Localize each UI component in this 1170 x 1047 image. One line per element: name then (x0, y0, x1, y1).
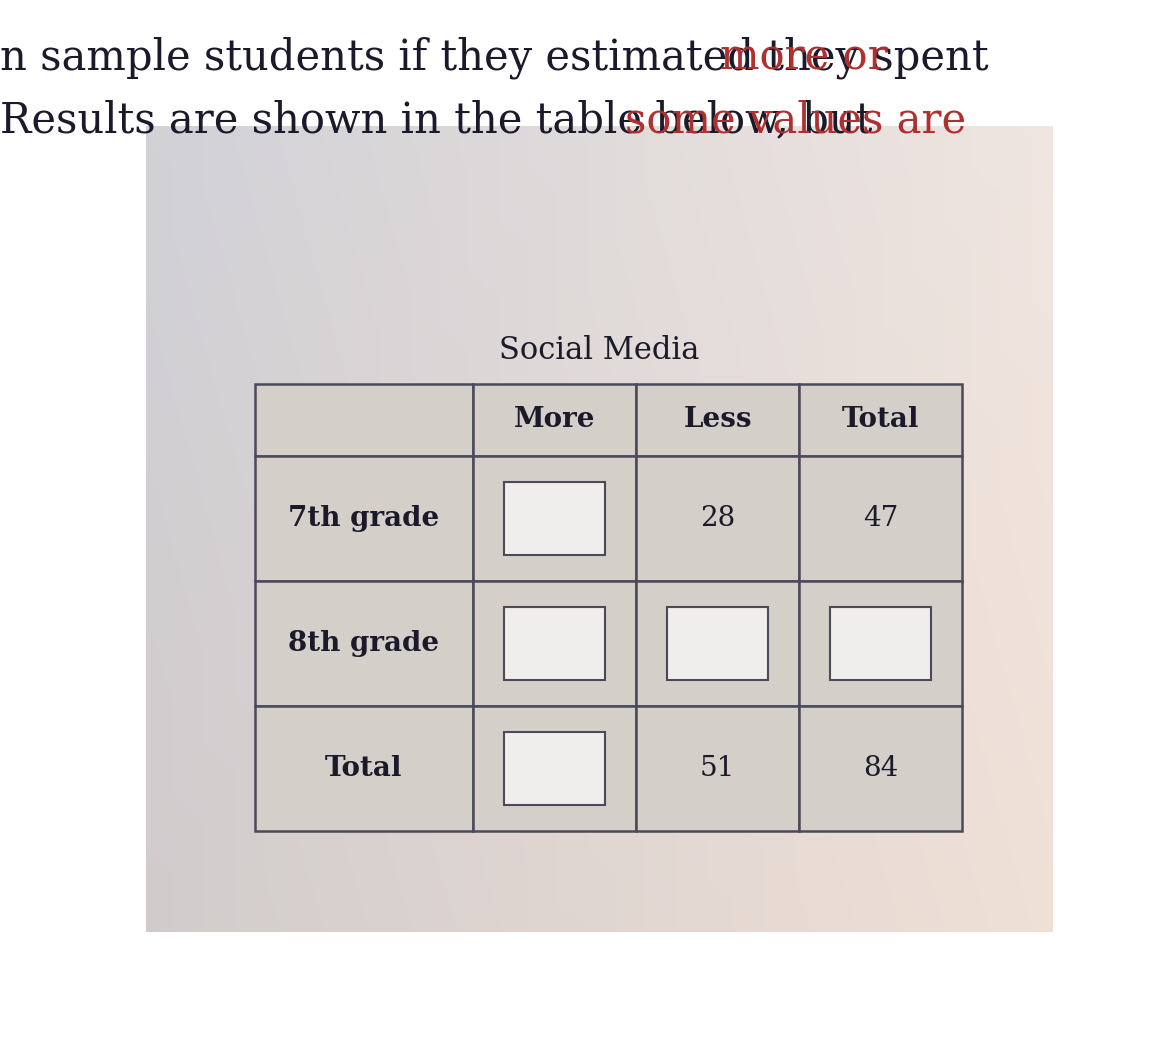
Text: Results are shown in the table below, but: Results are shown in the table below, bu… (0, 99, 886, 141)
Bar (799, 456, 962, 581)
Bar (255, 383, 473, 456)
Text: 28: 28 (700, 505, 735, 532)
Text: 8th grade: 8th grade (288, 630, 440, 658)
Bar (473, 383, 636, 456)
Text: 51: 51 (700, 755, 735, 782)
Bar (504, 483, 605, 555)
Bar (667, 607, 768, 680)
Bar (636, 581, 799, 706)
Bar (799, 383, 962, 456)
Text: some values are: some values are (625, 99, 966, 141)
Text: n sample students if they estimated they spent: n sample students if they estimated they… (0, 37, 1002, 80)
Bar (473, 581, 636, 706)
Text: Total: Total (842, 406, 920, 433)
Bar (799, 581, 962, 706)
Bar (473, 456, 636, 581)
Bar (799, 706, 962, 831)
Bar (473, 706, 636, 831)
Bar (831, 607, 931, 680)
Text: More: More (514, 406, 596, 433)
Bar (504, 607, 605, 680)
Bar (636, 456, 799, 581)
Bar (636, 706, 799, 831)
Bar (255, 456, 473, 581)
Bar (255, 706, 473, 831)
Text: Less: Less (683, 406, 752, 433)
Bar (504, 732, 605, 805)
Text: Social Media: Social Media (500, 335, 700, 366)
Text: 47: 47 (863, 505, 899, 532)
Text: more or: more or (720, 37, 887, 79)
Text: Total: Total (325, 755, 402, 782)
Text: 84: 84 (863, 755, 899, 782)
Bar (255, 581, 473, 706)
Bar (636, 383, 799, 456)
Text: 7th grade: 7th grade (288, 505, 440, 532)
